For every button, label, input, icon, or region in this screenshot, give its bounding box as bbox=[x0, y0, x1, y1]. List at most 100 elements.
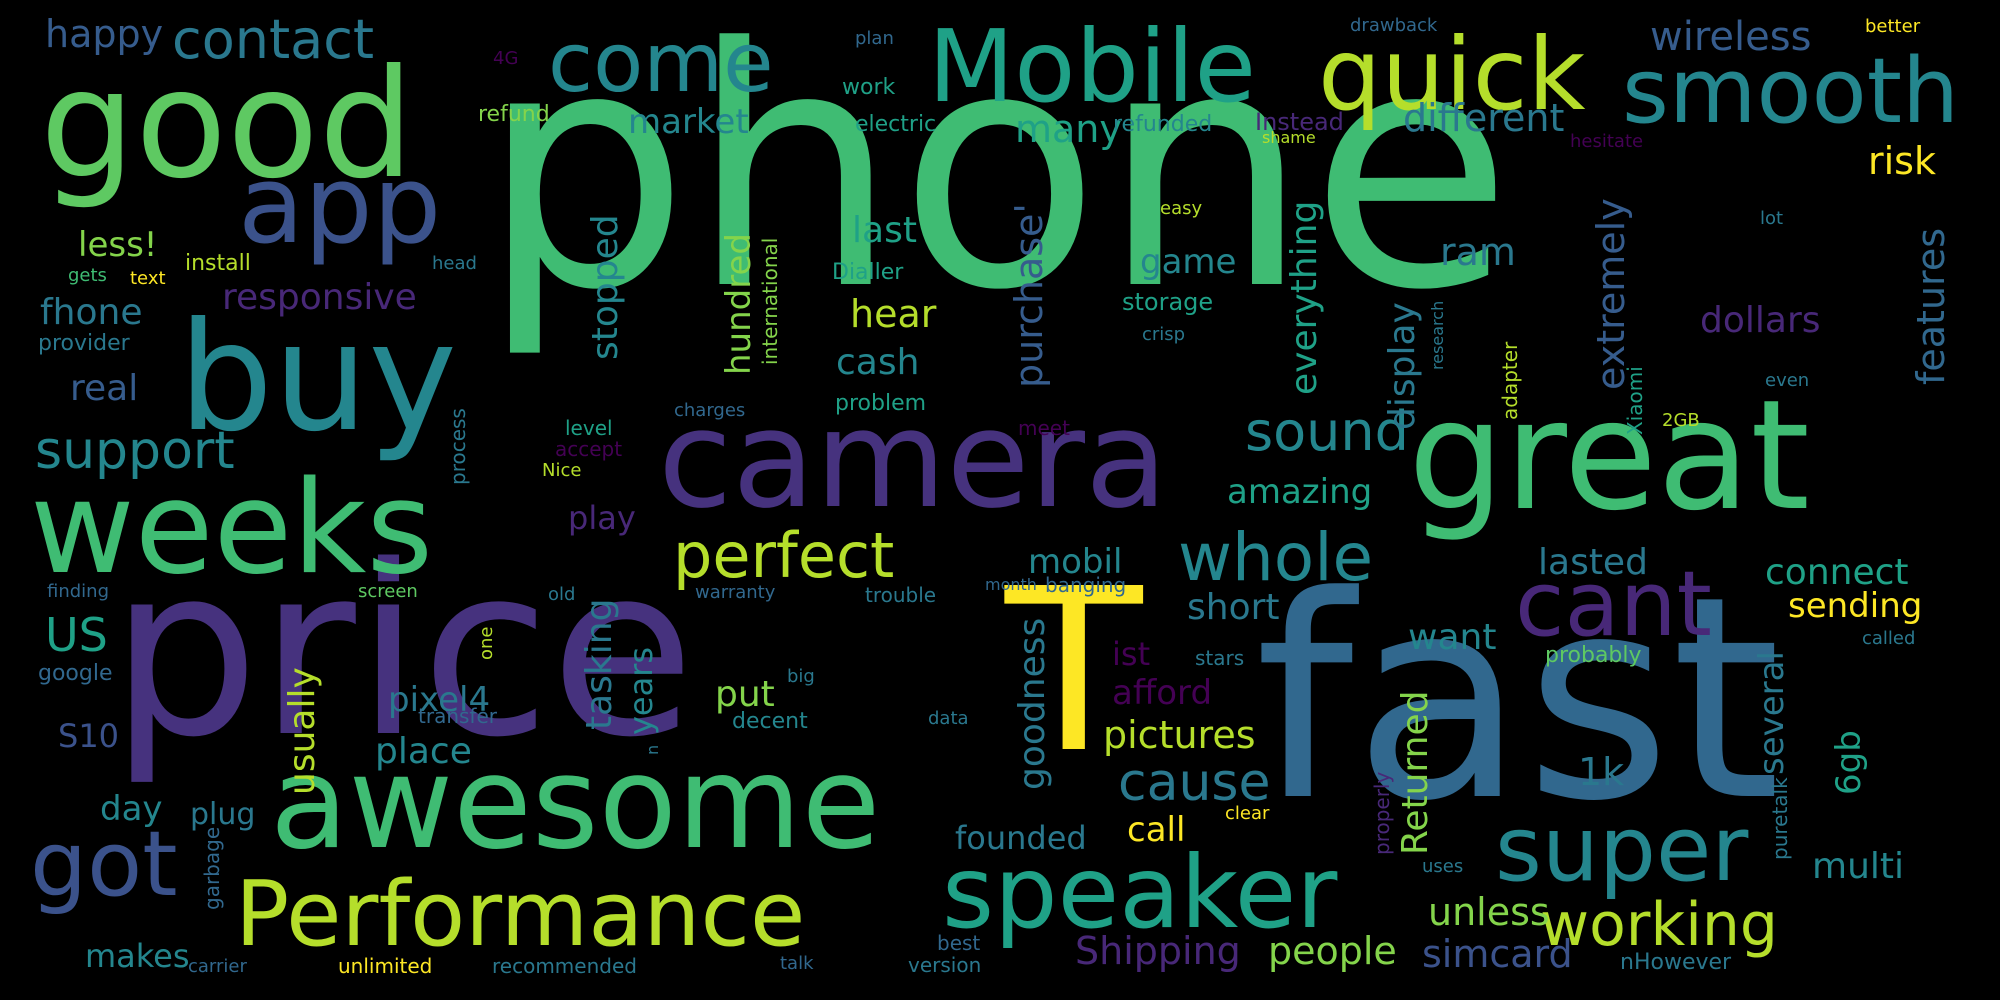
word-wireless: wireless bbox=[1650, 14, 1812, 60]
word-super: super bbox=[1495, 797, 1749, 902]
word-clear: clear bbox=[1225, 803, 1270, 824]
word-6gb: 6gb bbox=[1829, 730, 1869, 795]
word-even: even bbox=[1765, 370, 1810, 391]
word-properly: properly bbox=[1370, 771, 1394, 855]
word-makes: makes bbox=[85, 937, 190, 975]
word-process: process bbox=[446, 408, 470, 485]
word-different: different bbox=[1403, 96, 1565, 140]
word-sending: sending bbox=[1788, 586, 1923, 626]
word-risk: risk bbox=[1868, 139, 1936, 183]
word-Xiaomi: Xiaomi bbox=[1623, 366, 1647, 435]
word-everything: everything bbox=[1284, 200, 1325, 395]
word-Returned: Returned bbox=[1395, 690, 1436, 855]
word-last: last bbox=[852, 210, 917, 251]
word-got: got bbox=[30, 812, 178, 917]
word-drawback: drawback bbox=[1350, 15, 1438, 36]
word-weeks: weeks bbox=[30, 454, 433, 603]
word-contact: contact bbox=[172, 8, 375, 71]
word-working: working bbox=[1540, 890, 1778, 960]
word-4G: 4G bbox=[493, 48, 519, 69]
word-transfer: transfer bbox=[418, 704, 497, 728]
word-text: text bbox=[130, 268, 166, 289]
word-called: called bbox=[1862, 628, 1916, 649]
word-Dialler: Dialler bbox=[832, 260, 904, 285]
word-google: google bbox=[38, 661, 113, 686]
word-happy: happy bbox=[45, 12, 164, 56]
word-pictures: pictures bbox=[1103, 713, 1256, 757]
word-recommended: recommended bbox=[492, 954, 637, 978]
word-buy: buy bbox=[178, 291, 458, 465]
word-puretalk: puretalk bbox=[1768, 777, 1792, 860]
word-fast: fast bbox=[1255, 537, 1781, 863]
word-accept: accept bbox=[555, 437, 623, 461]
word-cash: cash bbox=[836, 342, 920, 383]
word-extremely: extremely bbox=[1589, 198, 1633, 390]
word-camera: camera bbox=[658, 381, 1168, 538]
word-Nice: Nice bbox=[542, 460, 582, 481]
word-talk: talk bbox=[780, 953, 814, 974]
word-easy: easy bbox=[1160, 198, 1203, 219]
word-meet: meet bbox=[1018, 416, 1070, 440]
word-connect: connect bbox=[1765, 552, 1909, 593]
word-work: work bbox=[842, 75, 896, 100]
word-price: price bbox=[110, 516, 695, 789]
word-cant: cant bbox=[1515, 552, 1712, 657]
word-decent: decent bbox=[732, 709, 808, 734]
word-garbage: garbage bbox=[200, 826, 224, 910]
word-smooth: smooth bbox=[1622, 39, 1960, 144]
word-research: research bbox=[1428, 300, 1447, 370]
word-lasted: lasted bbox=[1538, 542, 1648, 583]
word-support: support bbox=[35, 421, 235, 481]
word-want: want bbox=[1408, 617, 1497, 658]
word-S10: S10 bbox=[58, 717, 120, 755]
word-version: version bbox=[908, 953, 982, 977]
word-plan: plan bbox=[855, 28, 894, 49]
word-call: call bbox=[1127, 810, 1186, 850]
word-perfect: perfect bbox=[673, 519, 895, 592]
word-display: display bbox=[1382, 302, 1423, 430]
word-shame: shame bbox=[1262, 128, 1316, 147]
word-T: T bbox=[1005, 541, 1143, 803]
word-day: day bbox=[100, 789, 163, 829]
word-warranty: warranty bbox=[695, 582, 776, 603]
word-trouble: trouble bbox=[865, 583, 937, 607]
word-Mobile: Mobile bbox=[928, 8, 1257, 125]
word-uses: uses bbox=[1422, 856, 1464, 877]
word-sound: sound bbox=[1245, 400, 1409, 463]
word-app: app bbox=[238, 143, 442, 268]
word-market: market bbox=[628, 102, 749, 142]
word-refund: refund bbox=[478, 102, 550, 127]
word-level: level bbox=[565, 416, 613, 440]
word-best: best bbox=[937, 931, 981, 955]
word-old: old bbox=[548, 584, 576, 605]
word-month: month bbox=[985, 575, 1037, 594]
word-ist: ist bbox=[1112, 635, 1151, 673]
word-stars: stars bbox=[1195, 646, 1245, 670]
word-1k: 1k bbox=[1578, 750, 1625, 794]
word-dollars: dollars bbox=[1700, 300, 1821, 341]
word-people: people bbox=[1268, 929, 1397, 973]
word-gets: gets bbox=[68, 265, 107, 286]
word-provider: provider bbox=[38, 331, 130, 356]
word-short: short bbox=[1187, 587, 1280, 628]
word-game: game bbox=[1140, 242, 1237, 282]
word-tasking: tasking bbox=[579, 598, 620, 730]
word-cause: cause bbox=[1118, 753, 1271, 813]
word-ram: ram bbox=[1440, 230, 1516, 274]
word-great: great bbox=[1408, 367, 1810, 544]
word-purchase: purchase' bbox=[1007, 203, 1051, 388]
word-put: put bbox=[715, 674, 775, 715]
word-refunded: refunded bbox=[1113, 112, 1213, 137]
word-nHowever: nHowever bbox=[1620, 950, 1732, 975]
word-international: international bbox=[758, 237, 782, 365]
word-usually: usually bbox=[282, 667, 323, 795]
word-screen: screen bbox=[358, 581, 418, 602]
word-real: real bbox=[70, 368, 139, 409]
word-multi: multi bbox=[1812, 846, 1905, 887]
word-one: one bbox=[476, 626, 497, 661]
word-install: install bbox=[185, 251, 251, 276]
word-carrier: carrier bbox=[188, 956, 247, 977]
word-head: head bbox=[432, 253, 477, 274]
word-play: play bbox=[568, 499, 636, 537]
